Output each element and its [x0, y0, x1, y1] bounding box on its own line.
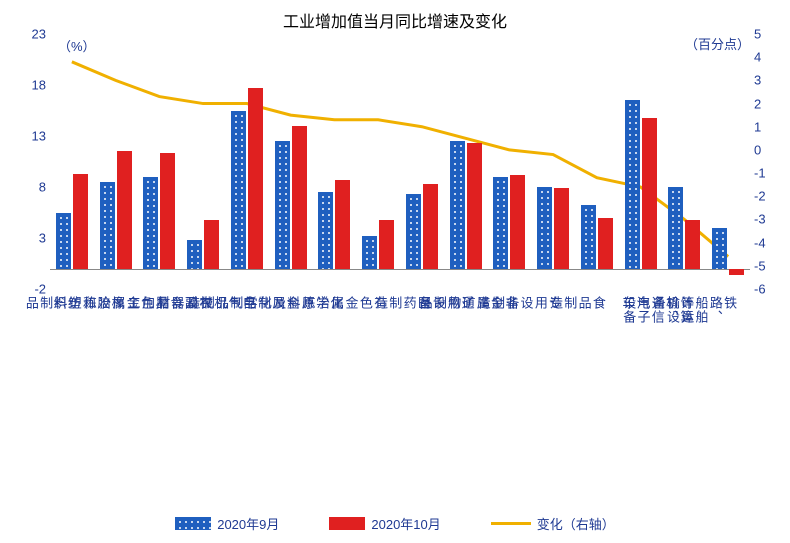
- x-axis-label: 食品制造: [589, 296, 605, 310]
- bar-oct: [685, 220, 700, 269]
- legend: 2020年9月 2020年10月 变化（右轴）: [0, 514, 790, 533]
- bar-oct: [335, 180, 350, 269]
- bar-sep: [56, 213, 71, 269]
- y-left-tick: 18: [16, 78, 46, 93]
- legend-label-sep: 2020年9月: [217, 514, 279, 533]
- bar-sep: [712, 228, 727, 269]
- y-left-tick: 3: [16, 231, 46, 246]
- y-left-tick: 13: [16, 129, 46, 144]
- bar-sep: [187, 240, 202, 269]
- bar-oct: [248, 88, 263, 269]
- legend-item-change: 变化（右轴）: [491, 514, 615, 533]
- bar-sep: [625, 100, 640, 268]
- bar-oct: [160, 153, 175, 268]
- y-right-tick: 5: [754, 27, 778, 42]
- y-right-tick: -4: [754, 235, 778, 250]
- bar-sep: [275, 141, 290, 269]
- y-right-tick: 3: [754, 73, 778, 88]
- y-right-tick: 1: [754, 119, 778, 134]
- y-right-tick: -5: [754, 258, 778, 273]
- legend-line-change: [491, 522, 531, 525]
- bar-oct: [204, 220, 219, 269]
- legend-swatch-oct: [329, 517, 365, 530]
- y-right-tick: -2: [754, 189, 778, 204]
- bar-oct: [73, 174, 88, 269]
- bar-sep: [581, 205, 596, 268]
- bar-oct: [379, 220, 394, 269]
- bar-oct: [292, 126, 307, 269]
- chart-container: 工业增加值当月同比增速及变化 （%） （百分点） -238131823-6-5-…: [0, 0, 790, 543]
- bar-sep: [318, 192, 333, 269]
- bar-oct: [510, 175, 525, 269]
- bar-oct: [467, 143, 482, 268]
- y-right-tick: -6: [754, 282, 778, 297]
- plot-area: -238131823-6-5-4-3-2-1012345: [50, 34, 750, 289]
- x-axis-label: 铁路、船舶等运输设备: [720, 296, 736, 324]
- bar-oct: [117, 151, 132, 268]
- legend-label-change: 变化（右轴）: [537, 514, 615, 533]
- y-right-tick: 4: [754, 50, 778, 65]
- y-right-tick: -1: [754, 166, 778, 181]
- bar-sep: [493, 177, 508, 269]
- legend-item-sep: 2020年9月: [175, 514, 279, 533]
- bar-oct: [729, 269, 744, 275]
- bar-sep: [231, 111, 246, 269]
- bar-sep: [100, 182, 115, 269]
- y-left-tick: -2: [16, 282, 46, 297]
- legend-swatch-sep: [175, 517, 211, 530]
- bar-oct: [554, 188, 569, 269]
- bar-sep: [537, 187, 552, 269]
- y-left-tick: 23: [16, 27, 46, 42]
- y-right-tick: 0: [754, 142, 778, 157]
- y-right-tick: 2: [754, 96, 778, 111]
- legend-label-oct: 2020年10月: [371, 514, 440, 533]
- zero-line: [50, 269, 750, 270]
- bar-oct: [598, 218, 613, 269]
- bar-sep: [450, 141, 465, 269]
- bar-oct: [642, 118, 657, 269]
- bar-oct: [423, 184, 438, 269]
- bar-sep: [362, 236, 377, 269]
- chart-title: 工业增加值当月同比增速及变化: [0, 8, 790, 32]
- bar-sep: [668, 187, 683, 269]
- legend-item-oct: 2020年10月: [329, 514, 440, 533]
- bar-sep: [406, 194, 421, 268]
- y-right-tick: -3: [754, 212, 778, 227]
- y-left-tick: 8: [16, 180, 46, 195]
- bar-sep: [143, 177, 158, 269]
